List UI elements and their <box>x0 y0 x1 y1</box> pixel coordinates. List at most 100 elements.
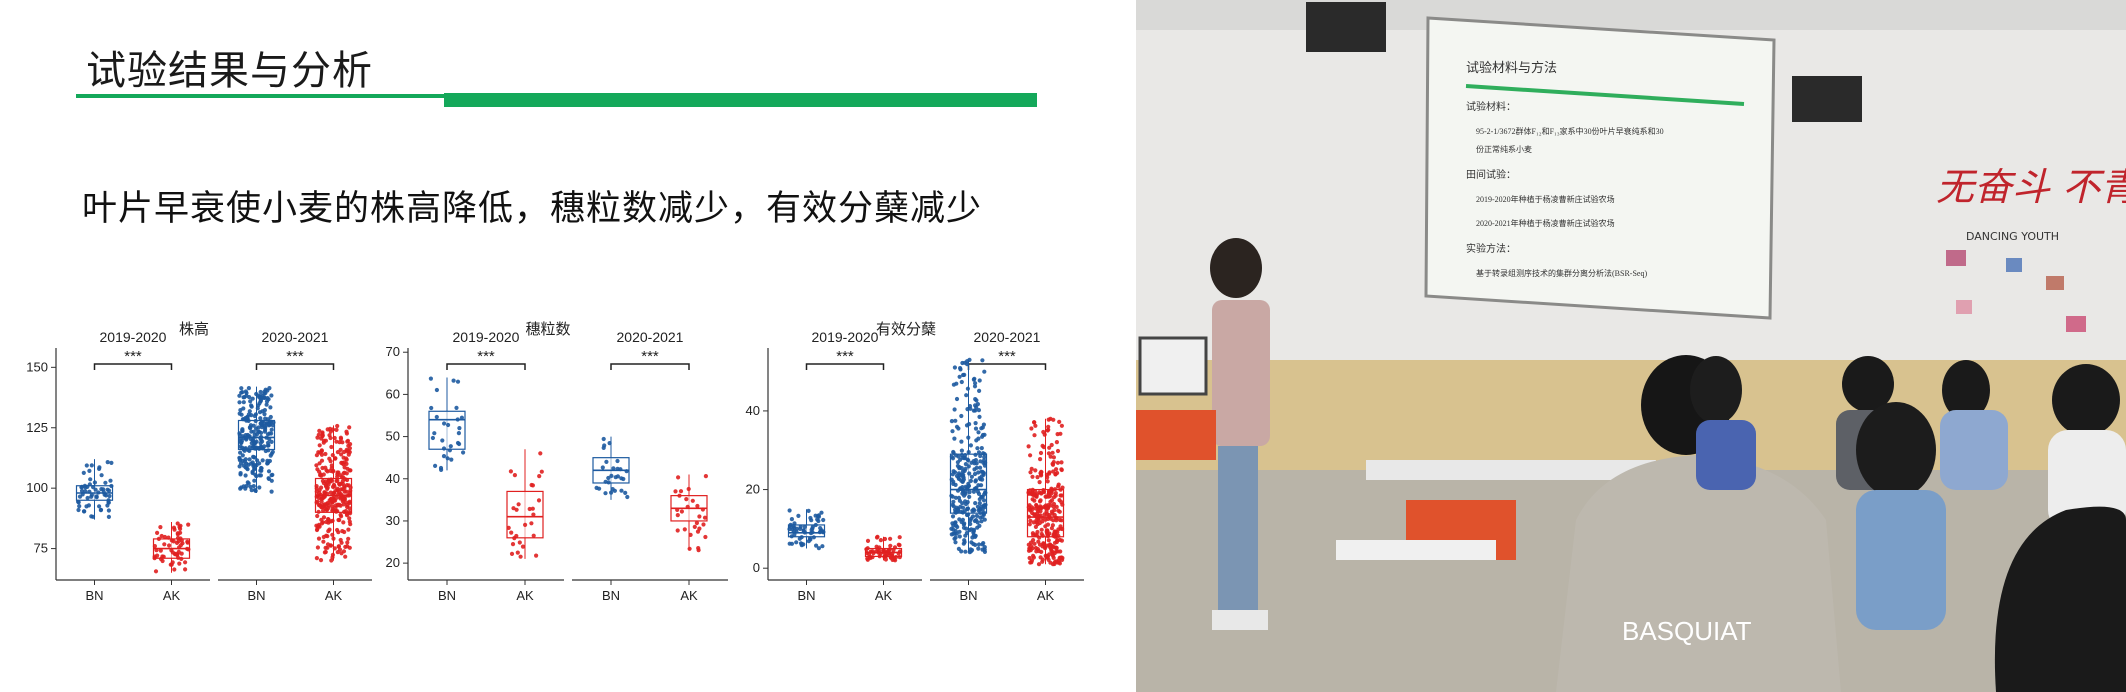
data-point <box>960 360 965 366</box>
data-point <box>981 498 987 503</box>
data-point <box>1052 531 1057 536</box>
data-point <box>321 515 327 520</box>
monitor <box>1138 336 1208 396</box>
data-point <box>971 527 977 532</box>
data-point <box>1038 498 1043 503</box>
data-point <box>262 389 267 394</box>
data-point <box>978 515 983 520</box>
data-point <box>250 445 255 450</box>
data-point <box>960 491 965 496</box>
y-tick-label: 50 <box>386 429 400 444</box>
data-point <box>315 545 320 550</box>
data-point <box>612 488 618 493</box>
x-tick-label: AK <box>325 588 343 600</box>
data-point <box>266 448 271 453</box>
data-point <box>1048 560 1053 565</box>
data-point <box>982 455 987 460</box>
data-point <box>106 514 111 519</box>
data-point <box>600 465 605 470</box>
shirt-print: BASQUIAT <box>1622 616 1752 646</box>
data-point <box>956 546 962 551</box>
data-point <box>82 509 87 514</box>
data-point <box>240 458 245 463</box>
data-point <box>955 488 961 493</box>
data-point <box>269 393 274 398</box>
data-point <box>84 463 89 468</box>
data-point <box>816 546 822 551</box>
data-point <box>791 524 796 529</box>
data-point <box>687 546 692 551</box>
data-point <box>249 403 254 408</box>
data-point <box>686 486 691 492</box>
data-point <box>819 510 824 515</box>
data-point <box>258 441 263 446</box>
data-point <box>259 468 264 473</box>
data-point <box>815 517 820 522</box>
data-point <box>1027 555 1032 561</box>
data-point <box>967 422 972 427</box>
data-point <box>439 467 444 472</box>
data-point <box>1040 443 1045 448</box>
data-point <box>268 453 273 458</box>
data-point <box>1049 548 1054 553</box>
box <box>506 490 544 539</box>
data-point <box>76 500 81 505</box>
wall-photo-1 <box>1946 250 1966 266</box>
data-point <box>109 483 114 489</box>
data-point <box>1041 542 1046 547</box>
data-point <box>253 488 258 493</box>
x-tick-label: AK <box>1037 588 1055 600</box>
data-point <box>314 494 319 499</box>
data-point <box>239 390 244 395</box>
data-point <box>237 464 242 469</box>
data-point <box>429 405 434 411</box>
significance-label: *** <box>641 348 659 365</box>
data-point <box>342 484 347 489</box>
data-point <box>1047 445 1052 450</box>
data-point <box>511 506 516 511</box>
data-point <box>972 518 978 524</box>
data-point <box>892 545 898 550</box>
data-point <box>798 526 803 531</box>
data-point <box>244 393 249 398</box>
data-point <box>603 491 608 496</box>
data-point <box>509 551 515 556</box>
x-tick-label: AK <box>875 588 893 600</box>
data-point <box>249 488 254 493</box>
data-point <box>979 494 984 500</box>
data-point <box>976 470 981 475</box>
data-point <box>330 507 335 512</box>
data-point <box>266 476 271 481</box>
data-point <box>1030 487 1035 492</box>
data-point <box>318 472 323 477</box>
data-point <box>254 426 259 431</box>
data-point <box>976 546 981 551</box>
data-point <box>1054 539 1059 545</box>
data-point <box>888 543 893 548</box>
data-point <box>982 451 987 457</box>
slide-subtitle: 叶片早衰使小麦的株高降低，穗粒数减少，有效分蘖减少 <box>82 189 983 229</box>
data-point <box>247 409 252 414</box>
data-point <box>982 517 987 522</box>
data-point <box>972 508 977 513</box>
data-point <box>1042 512 1047 517</box>
data-point <box>256 393 261 398</box>
data-point <box>327 519 332 524</box>
data-point <box>789 517 795 522</box>
data-point <box>1045 522 1051 527</box>
student-jacket-front <box>1556 455 1841 692</box>
y-tick-label: 100 <box>26 480 48 495</box>
data-point <box>506 525 511 530</box>
data-point <box>971 459 976 464</box>
data-point <box>257 410 263 415</box>
data-point <box>802 530 807 535</box>
data-point <box>976 483 981 488</box>
data-point <box>1059 467 1064 472</box>
data-point <box>1054 545 1059 551</box>
data-point <box>878 538 884 543</box>
data-point <box>615 458 620 464</box>
x-tick-label: BN <box>959 588 977 600</box>
x-tick-label: AK <box>680 588 698 600</box>
data-point <box>806 539 811 544</box>
data-point <box>529 521 534 526</box>
